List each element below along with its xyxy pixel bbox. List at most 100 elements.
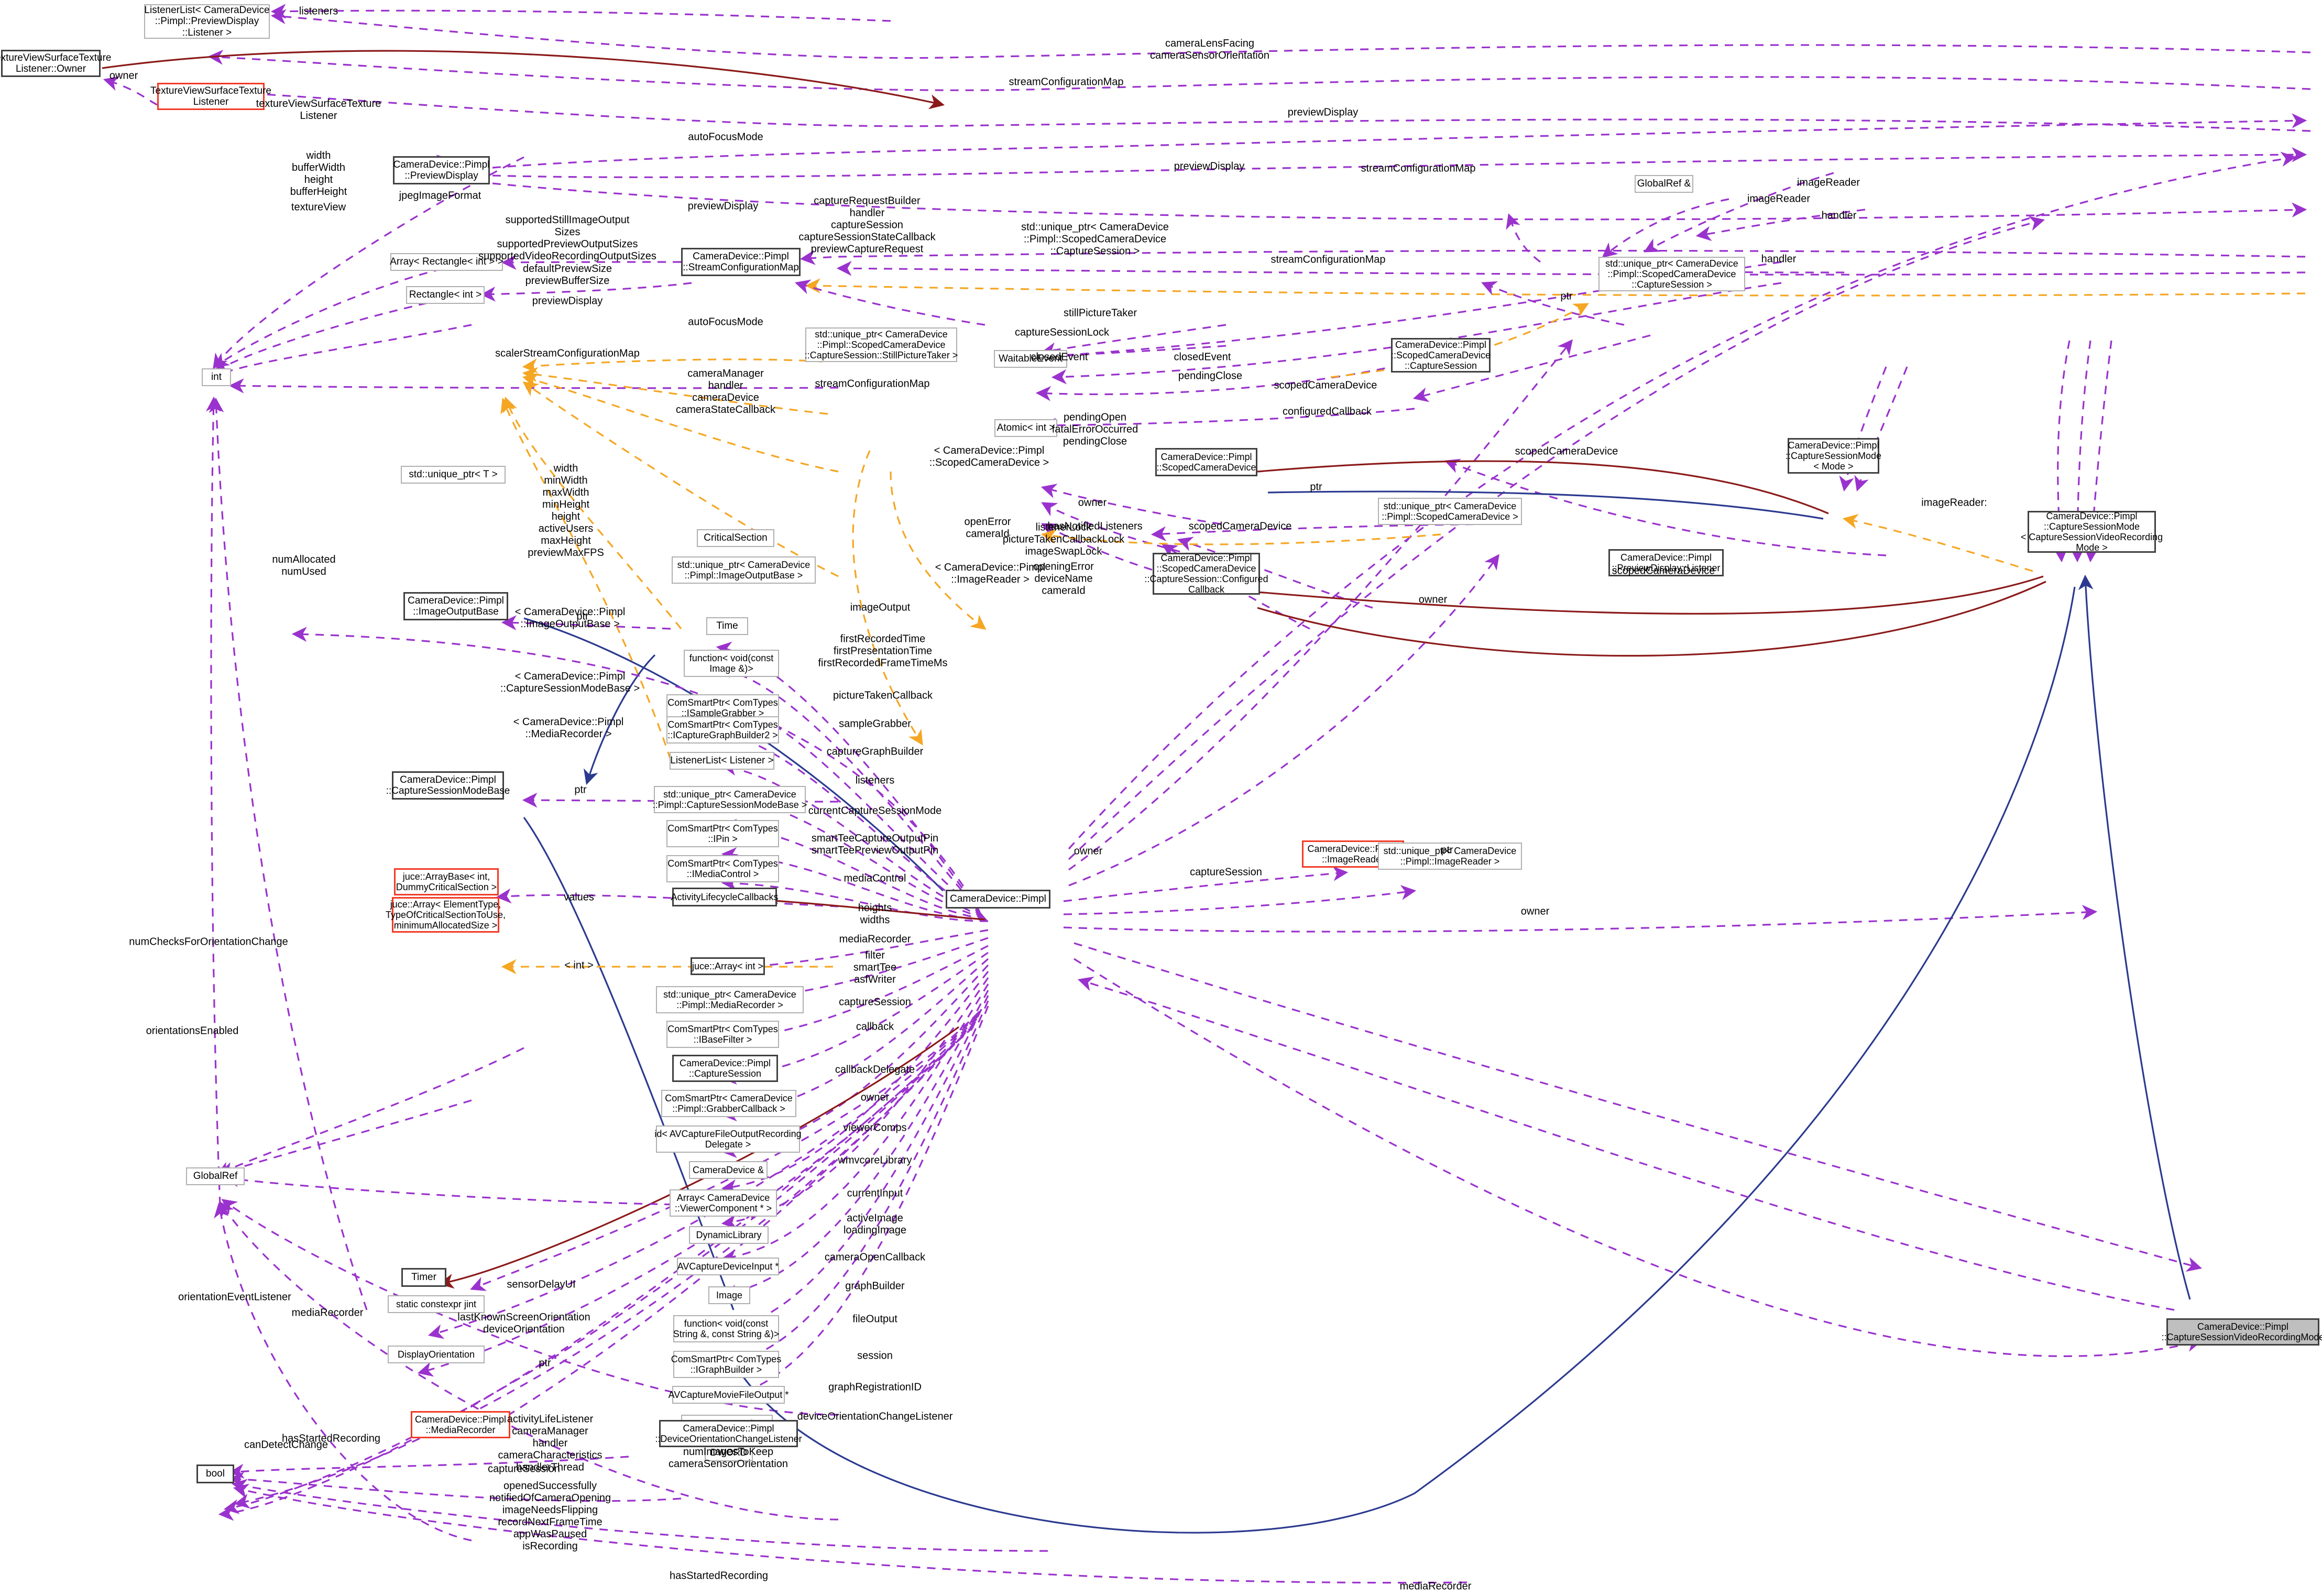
edge-label-textureview: textureView — [291, 201, 346, 213]
edge-label-previewdisplay-2: previewDisplay — [1287, 106, 1359, 118]
node-juce-array-int[interactable]: juce::Array< int > — [691, 957, 765, 975]
edge-label-mediarecorder-edge: mediaRecorder — [839, 933, 911, 945]
node-function-image[interactable]: function< void(const Image &)> — [684, 650, 779, 677]
edge-label-previewdisplay-3: previewDisplay — [1174, 160, 1245, 172]
edge-label-listeners-mid: listeners — [855, 774, 895, 786]
node-avcapturemoviefileoutput[interactable]: AVCaptureMovieFileOutput * — [669, 1386, 788, 1404]
node-unique-ptr-stillpicturetaker[interactable]: std::unique_ptr< CameraDevice ::Pimpl::S… — [805, 327, 958, 362]
node-listenerlist-listener[interactable]: ListenerList< Listener > — [670, 752, 774, 770]
node-unique-ptr-capturesessionmodebase[interactable]: std::unique_ptr< CameraDevice ::Pimpl::C… — [653, 786, 807, 813]
node-comsmartptr-isamplegrabber[interactable]: ComSmartPtr< ComTypes ::ISampleGrabber > — [666, 694, 779, 722]
edge-label-imagereader-bottom: hasStartedRecording — [670, 1570, 768, 1582]
edge-label-supported-output-sizes: supportedStillImageOutput Sizes supporte… — [478, 214, 656, 262]
node-mediarecorder[interactable]: CameraDevice::Pimpl ::MediaRecorder — [411, 1411, 510, 1438]
edge-label-autofocusmode-1: autoFocusMode — [688, 316, 763, 328]
edge-label-mediacontrol: mediaControl — [844, 872, 906, 884]
node-comsmartptr-ipin[interactable]: ComSmartPtr< ComTypes ::IPin > — [666, 820, 779, 847]
node-displayorientation[interactable]: DisplayOrientation — [388, 1346, 485, 1363]
node-int[interactable]: int — [202, 368, 231, 386]
edge-label-callbackdelegate: callbackDelegate — [835, 1064, 915, 1076]
node-dynamiclibrary[interactable]: DynamicLibrary — [689, 1226, 769, 1244]
node-globalref-ref[interactable]: GlobalRef & — [1635, 175, 1693, 193]
edge-label-capturesession-mid: captureSession — [839, 996, 911, 1008]
node-scopedcameradevice[interactable]: CameraDevice::Pimpl ::ScopedCameraDevice — [1155, 448, 1257, 476]
edge-label-cameralensfacing-2: streamConfigurationMap — [1009, 76, 1124, 88]
edge-label-pendingopen: pendingOpen fatalErrorOccurred pendingCl… — [1052, 411, 1138, 447]
node-capturesessionmode-mode[interactable]: CameraDevice::Pimpl ::CaptureSessionMode… — [1786, 438, 1881, 474]
node-criticalsection[interactable]: CriticalSection — [697, 529, 774, 547]
edge-label-capturesession-right2: handler — [1761, 253, 1797, 265]
node-comsmartptr-icapturegraphbuilder2[interactable]: ComSmartPtr< ComTypes ::ICaptureGraphBui… — [666, 716, 779, 744]
node-unique-ptr-scopedcameradevice-capturesession[interactable]: std::unique_ptr< CameraDevice ::Pimpl::S… — [1598, 257, 1745, 291]
edge-label-configuredcallback: configuredCallback — [1282, 406, 1372, 418]
node-previewdisplay[interactable]: CameraDevice::Pimpl ::PreviewDisplay — [393, 156, 490, 184]
node-juce-array-elementtype[interactable]: juce::Array< ElementType, TypeOfCritical… — [386, 897, 506, 933]
edge-label-cameralensfacing-1: cameraLensFacing cameraSensorOrientation — [1150, 38, 1269, 61]
node-bool[interactable]: bool — [196, 1464, 234, 1483]
node-image[interactable]: Image — [708, 1286, 750, 1304]
edge-label-capturesessionmodebase-tpl: < CameraDevice::Pimpl ::CaptureSessionMo… — [500, 671, 640, 694]
edge-label-streamconfigurationmap-top: streamConfigurationMap — [1361, 162, 1476, 174]
node-capturesessionmodebase[interactable]: CameraDevice::Pimpl ::CaptureSessionMode… — [386, 771, 510, 800]
node-streamconfigurationmap[interactable]: CameraDevice::Pimpl ::StreamConfiguratio… — [681, 248, 801, 276]
edge-label-callback: callback — [856, 1021, 894, 1033]
node-comsmartptr-imediacontrol[interactable]: ComSmartPtr< ComTypes ::IMediaControl > — [666, 855, 779, 882]
node-cameradevice-ref[interactable]: CameraDevice & — [689, 1161, 768, 1179]
node-previewdisplay-listener[interactable]: CameraDevice::Pimpl ::PreviewDisplay::Li… — [1608, 549, 1724, 576]
node-id-avcapturefileoutputrecordingdelegate[interactable]: id< AVCaptureFileOutputRecording Delegat… — [654, 1125, 802, 1153]
edge-label-cameraopencallback: cameraOpenCallback — [824, 1251, 926, 1263]
edge-label-imagereader-tpl: < CameraDevice::Pimpl ::ImageReader > — [935, 562, 1046, 585]
edge-label-capturesessionlock: captureSessionLock — [1014, 326, 1110, 338]
node-timer[interactable]: Timer — [401, 1268, 446, 1287]
edge-label-streamconfigurationmap-low: streamConfigurationMap — [815, 378, 930, 390]
node-textureviewsurfacetexturelistener-owner[interactable]: TextureViewSurfaceTexture Listener::Owne… — [0, 50, 111, 77]
edge-label-numchecksfororientationchange: numChecksForOrientationChange — [129, 936, 288, 948]
edge-label-numimagestokeep: numImagesToKeep cameraSensorOrientation — [669, 1446, 788, 1470]
node-array-viewercomponent[interactable]: Array< CameraDevice ::ViewerComponent * … — [670, 1189, 777, 1217]
node-static-constexpr-jint[interactable]: static constexpr jint — [388, 1295, 485, 1313]
edge-label-orientationeventlistener: orientationEventListener — [178, 1291, 291, 1303]
edge-label-ptr-scd: ptr — [1310, 481, 1322, 493]
node-unique-ptr-imageoutputbase[interactable]: std::unique_ptr< CameraDevice ::Pimpl::I… — [672, 556, 816, 584]
node-waitableevent[interactable]: WaitableEvent — [994, 350, 1067, 368]
edge-label-pendingclose: pendingClose — [1178, 370, 1243, 382]
edge-label-scopedcameradevice-4: scopedCameraDevice — [1612, 565, 1715, 577]
node-array-rectangle-int[interactable]: Array< Rectangle< int > > — [390, 253, 503, 271]
node-avcapturedeviceinput[interactable]: AVCaptureDeviceInput * — [677, 1258, 779, 1275]
edge-label-wmvcorelibrary: wmvcoreLibrary — [838, 1154, 912, 1166]
node-globalref[interactable]: GlobalRef — [186, 1167, 245, 1185]
node-comsmartptr-igraphbuilder[interactable]: ComSmartPtr< ComTypes ::IGraphBuilder > — [671, 1351, 781, 1378]
node-imageoutputbase[interactable]: CameraDevice::Pimpl ::ImageOutputBase — [403, 592, 508, 620]
edge-label-ptr-imagereader: ptr — [1441, 844, 1453, 856]
node-activitylifecyclecallbacks[interactable]: ActivityLifecycleCallbacks — [671, 888, 779, 906]
node-capturesession[interactable]: CameraDevice::Pimpl ::CaptureSession — [672, 1055, 778, 1082]
node-cameradevice-pimpl[interactable]: CameraDevice::Pimpl — [946, 890, 1050, 909]
node-unique-ptr-scopedcameradevice[interactable]: std::unique_ptr< CameraDevice ::Pimpl::S… — [1378, 498, 1522, 525]
edge-label-openingerror-devicename: openingError deviceName cameraId — [1033, 561, 1094, 597]
node-listenerlist-previewdisplay-listener[interactable]: ListenerList< CameraDevice ::Pimpl::Prev… — [144, 4, 270, 39]
node-comsmartptr-grabbercallback[interactable]: ComSmartPtr< CameraDevice ::Pimpl::Grabb… — [661, 1090, 796, 1117]
node-unique-ptr-t[interactable]: std::unique_ptr< T > — [401, 466, 506, 484]
node-function-string[interactable]: function< void(const String &, const Str… — [673, 1315, 779, 1342]
node-time[interactable]: Time — [706, 617, 748, 635]
edge-label-int-template: < int > — [564, 959, 594, 971]
edge-label-listenerlock: listenerLock pictureTakenCallbackLock im… — [1002, 521, 1125, 557]
edge-label-scalerstreamconfigurationmap-1: scalerStreamConfigurationMap — [495, 347, 640, 359]
edge-label-jpegimageformat: jpegImageFormat — [399, 190, 481, 202]
edge-label-viewercomps: viewerComps — [843, 1122, 907, 1134]
node-unique-ptr-mediarecorder[interactable]: std::unique_ptr< CameraDevice ::Pimpl::M… — [656, 986, 804, 1013]
node-focus-capturesessionvideorecordingmode[interactable]: CameraDevice::Pimpl ::CaptureSessionVide… — [2162, 1318, 2322, 1346]
node-comsmartptr-ibasefilter[interactable]: ComSmartPtr< ComTypes ::IBaseFilter > — [666, 1021, 779, 1048]
node-juce-arraybase-int[interactable]: juce::ArrayBase< int, DummyCriticalSecti… — [394, 868, 499, 895]
node-rectangle-int[interactable]: Rectangle< int > — [406, 286, 485, 304]
edge-label-firstrecordedtime: firstRecordedTime firstPresentationTime … — [818, 633, 948, 669]
node-scopedcameradevice-capturesession[interactable]: CameraDevice::Pimpl ::ScopedCameraDevice… — [1391, 338, 1491, 373]
node-textureviewsurfacetexturelistener[interactable]: TextureViewSurfaceTexture Listener — [150, 83, 271, 110]
edge-label-owner-far-right: owner — [1520, 905, 1550, 917]
node-unique-ptr-imagereader[interactable]: std::unique_ptr< CameraDevice ::Pimpl::I… — [1378, 843, 1522, 870]
node-deviceorientationchangelistener[interactable]: CameraDevice::Pimpl ::DeviceOrientationC… — [655, 1420, 802, 1447]
node-atomic-int[interactable]: Atomic< int > — [994, 419, 1057, 437]
node-configuredcallback[interactable]: CameraDevice::Pimpl ::ScopedCameraDevice… — [1144, 552, 1268, 595]
node-capturesessionmode-videorecordingmode[interactable]: CameraDevice::Pimpl ::CaptureSessionMode… — [2020, 510, 2163, 553]
